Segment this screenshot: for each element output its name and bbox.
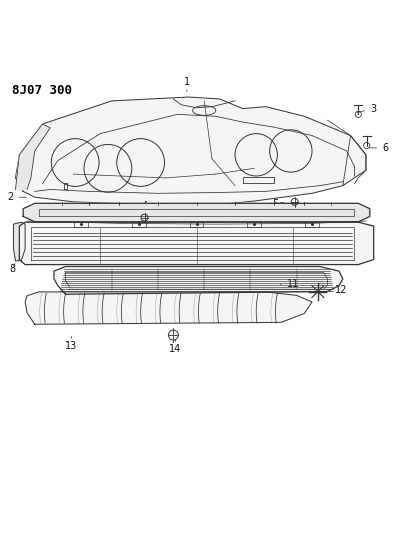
Text: 2: 2 <box>7 192 26 202</box>
Text: 1: 1 <box>184 77 190 92</box>
Text: 9: 9 <box>188 235 204 245</box>
Polygon shape <box>25 292 312 324</box>
Text: 5: 5 <box>272 199 288 209</box>
Text: 8J07 300: 8J07 300 <box>12 84 72 96</box>
Text: 12: 12 <box>326 285 347 295</box>
Text: 7: 7 <box>268 202 285 213</box>
Text: 14: 14 <box>169 340 182 354</box>
Polygon shape <box>23 203 370 222</box>
Text: 8: 8 <box>9 264 15 274</box>
Text: 3: 3 <box>357 103 376 114</box>
Polygon shape <box>13 222 25 261</box>
Text: 11: 11 <box>280 279 299 289</box>
Text: 6: 6 <box>369 143 388 153</box>
Text: 13: 13 <box>65 337 77 351</box>
Text: 10: 10 <box>106 204 118 217</box>
Text: 4: 4 <box>141 201 147 215</box>
Polygon shape <box>19 222 374 264</box>
Polygon shape <box>15 97 366 205</box>
Polygon shape <box>15 124 50 189</box>
Polygon shape <box>54 266 343 294</box>
